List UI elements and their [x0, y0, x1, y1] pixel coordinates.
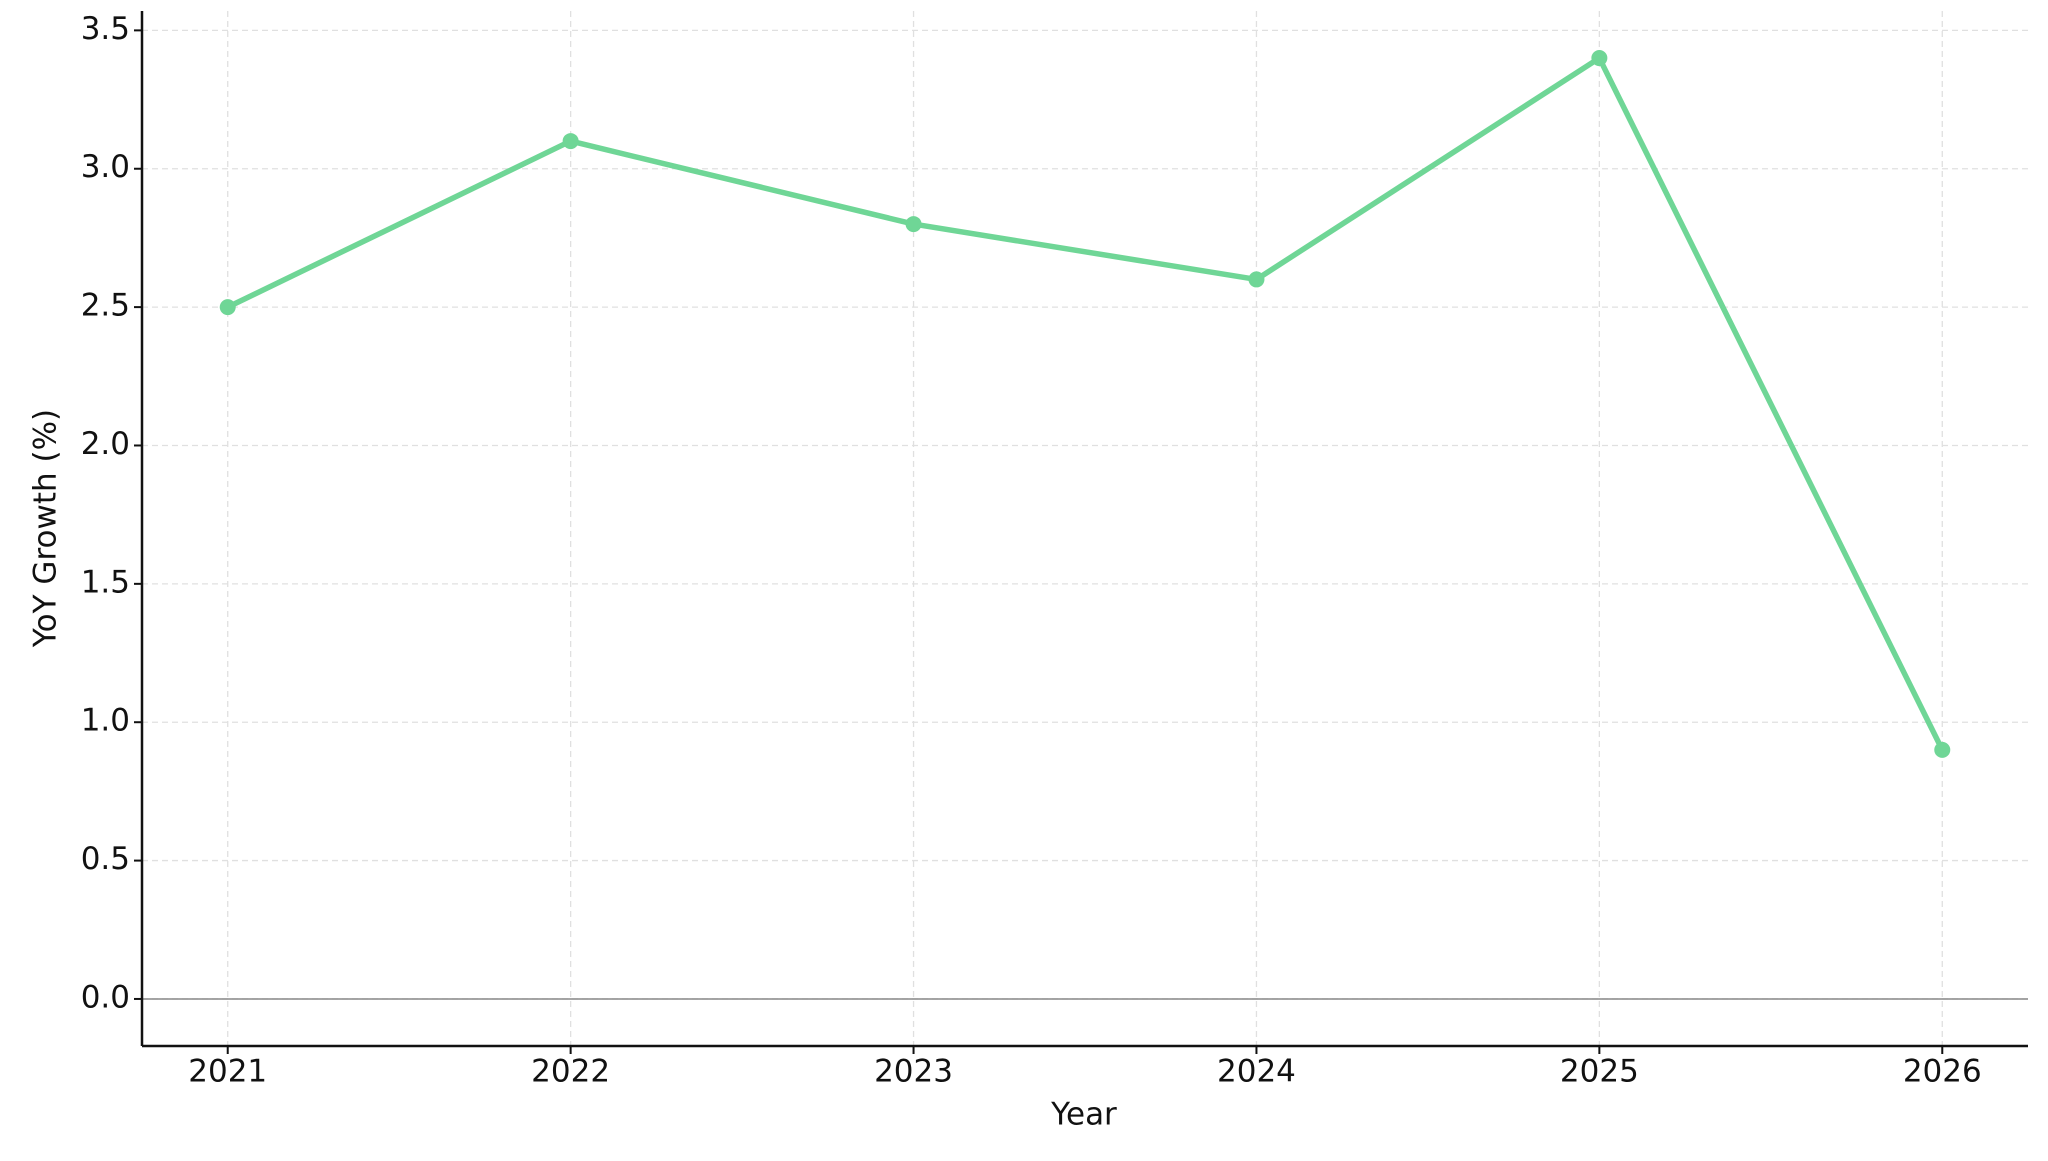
marker	[562, 133, 579, 150]
y-tick-label: 2.5	[81, 288, 130, 324]
x-axis-label: Year	[1050, 1097, 1117, 1133]
x-tick-label: 2021	[188, 1054, 267, 1090]
marker	[1934, 741, 1951, 758]
x-tick-label: 2024	[1217, 1054, 1296, 1090]
y-tick-label: 3.0	[81, 149, 130, 185]
y-tick-label: 0.5	[81, 841, 130, 877]
marker	[219, 299, 236, 316]
marker	[905, 216, 922, 233]
y-tick-label: 2.0	[81, 426, 130, 462]
x-tick-label: 2022	[531, 1054, 610, 1090]
marker	[1591, 50, 1608, 67]
x-tick-label: 2026	[1903, 1054, 1982, 1090]
y-tick-label: 1.5	[81, 564, 130, 600]
x-tick-label: 2023	[874, 1054, 953, 1090]
y-axis-label: YoY Growth (%)	[28, 409, 64, 648]
y-tick-label: 0.0	[81, 979, 130, 1015]
y-tick-label: 3.5	[81, 11, 130, 47]
marker	[1248, 271, 1265, 288]
x-tick-label: 2025	[1560, 1054, 1639, 1090]
y-tick-label: 1.0	[81, 703, 130, 739]
line	[226, 55, 1945, 752]
